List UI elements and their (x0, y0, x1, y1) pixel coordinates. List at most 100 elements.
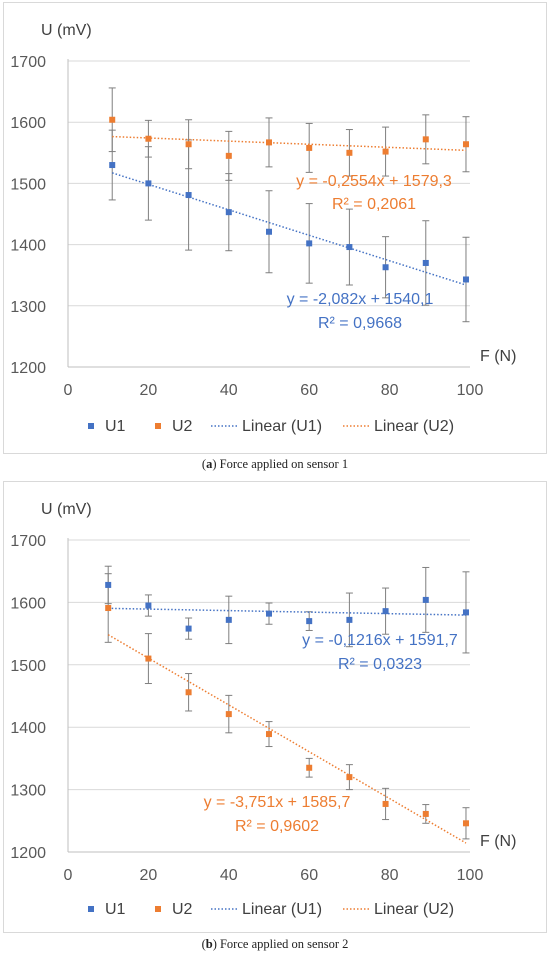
chart-a-point-u2 (346, 149, 353, 156)
chart-a-point-u1 (462, 276, 469, 283)
chart-b-x-tick-label: 100 (457, 867, 484, 884)
chart-a-legend-label-u1: U1 (105, 418, 126, 435)
chart-a-point-u1 (266, 228, 272, 235)
chart-b-legend-marker-u2 (155, 906, 161, 912)
chart-a-point-u1 (185, 192, 192, 199)
chart-b-point-u1 (382, 608, 389, 615)
chart-a-point-u1 (422, 259, 429, 266)
chart-a-point-u2 (185, 141, 192, 148)
chart-a-point-u2 (306, 144, 313, 151)
chart-b-point-u2 (422, 810, 429, 817)
chart-a-x-axis-title: F (N) (480, 348, 516, 365)
chart-b-legend-label-u2: U2 (172, 901, 193, 918)
chart-b-y-tick-label: 1500 (10, 658, 46, 675)
chart-b-trend-equation-1: y = -0,1216x + 1591,7 (302, 632, 458, 649)
chart-a-y-tick-label: 1300 (10, 299, 46, 316)
chart-b-y-tick-label: 1200 (10, 845, 46, 862)
chart-b-trendline-2 (107, 634, 467, 844)
chart-b-legend-label-u1: U1 (105, 901, 126, 918)
caption-b-label: b (205, 937, 213, 951)
chart-b-trend-equation-2: y = -3,751x + 1585,7 (204, 794, 351, 811)
chart-b-x-tick-label: 80 (381, 867, 399, 884)
caption-b: (b) Force applied on sensor 2 (201, 937, 349, 951)
chart-a-point-u1 (346, 244, 353, 251)
chart-b-point-u2 (382, 800, 389, 807)
chart-b-trend-r2-1: R² = 0,0323 (338, 656, 422, 673)
chart-a-trendline-1 (111, 172, 467, 286)
chart-b-point-u2 (306, 764, 313, 771)
chart-a-trend-r2-2: R² = 0,2061 (332, 196, 416, 213)
chart-a-x-tick-label: 0 (64, 382, 73, 399)
chart-b-point-u2 (346, 774, 353, 781)
chart-a-legend-label-u2: U2 (172, 418, 193, 435)
chart-a-point-u2 (462, 141, 469, 148)
chart-b-trendline-1 (108, 607, 466, 616)
chart-b-point-u1 (105, 581, 112, 588)
chart-a-point-u2 (225, 152, 232, 159)
chart-a-legend-label-trend-2: Linear (U2) (374, 418, 454, 435)
chart-a-y-tick-label: 1500 (10, 176, 46, 193)
chart-b-svg: 1200 1300 1400 1500 1600 1700 0 20 40 60 80 100 U (m… (10, 501, 516, 918)
chart-b-point-u1 (306, 618, 313, 625)
chart-b-point-u2 (266, 731, 272, 738)
chart-panel-b: 1200 1300 1400 1500 1600 1700 0 20 40 60 80 100 U (m… (3, 481, 547, 933)
chart-b-legend-label-trend-1: Linear (U1) (242, 901, 322, 918)
chart-a-point-u1 (382, 264, 389, 271)
chart-a-point-u1 (145, 180, 152, 187)
chart-a-point-u2 (422, 136, 429, 143)
chart-panel-a: 1200 1300 1400 1500 1600 1700 0 20 40 60 80 100 U (m… (3, 2, 547, 454)
chart-b-point-u2 (145, 655, 152, 662)
chart-b-x-tick-label: 20 (140, 867, 158, 884)
chart-a-y-tick-label: 1600 (10, 115, 46, 132)
chart-b-y-axis-title: U (mV) (41, 501, 92, 518)
chart-b-point-u1 (462, 609, 469, 616)
chart-a-x-tick-label: 100 (457, 382, 484, 399)
chart-a-x-tick-label: 60 (300, 382, 318, 399)
chart-a-point-u1 (109, 162, 116, 169)
chart-a-trend-equation-1: y = -2,082x + 1540,1 (287, 291, 434, 308)
chart-b-point-u1 (225, 616, 232, 623)
chart-a-trend-r2-1: R² = 0,9668 (318, 315, 402, 332)
chart-b-point-u1 (185, 625, 192, 632)
chart-b-y-tick-label: 1600 (10, 595, 46, 612)
chart-a-x-tick-label: 40 (220, 382, 238, 399)
chart-a-x-tick-label: 20 (140, 382, 158, 399)
chart-b-y-tick-label: 1400 (10, 720, 46, 737)
chart-a-y-tick-label: 1700 (10, 54, 46, 71)
chart-b-point-u2 (225, 711, 232, 718)
chart-b-point-u2 (462, 820, 469, 827)
chart-b-x-axis-title: F (N) (480, 833, 516, 850)
chart-b-legend-label-trend-2: Linear (U2) (374, 901, 454, 918)
caption-a-label: a (206, 457, 213, 471)
chart-a-point-u2 (266, 139, 272, 146)
chart-a-point-u1 (225, 209, 232, 216)
chart-a-y-tick-label: 1400 (10, 238, 46, 255)
chart-a-y-axis-title: U (mV) (41, 22, 92, 39)
chart-a-point-u1 (306, 240, 313, 247)
chart-b-point-u1 (422, 596, 429, 603)
caption-a: (a) Force applied on sensor 1 (201, 457, 349, 471)
chart-a-legend-marker-u1 (88, 423, 94, 429)
caption-b-text: Force applied on sensor 2 (219, 937, 349, 951)
chart-b-x-tick-label: 0 (64, 867, 73, 884)
chart-a-trendline-2 (112, 135, 467, 152)
chart-a-y-tick-label: 1200 (10, 360, 46, 377)
chart-a-point-u2 (382, 148, 389, 155)
chart-b-x-tick-label: 60 (300, 867, 318, 884)
chart-b-legend-marker-u1 (88, 906, 94, 912)
chart-a-x-tick-label: 80 (381, 382, 399, 399)
caption-a-text: Force applied on sensor 1 (219, 457, 349, 471)
chart-b-y-tick-label: 1700 (10, 533, 46, 550)
chart-b-point-u1 (346, 616, 353, 623)
chart-a-point-u2 (145, 135, 152, 142)
chart-a-point-u2 (109, 116, 116, 123)
chart-b-point-u2 (185, 689, 192, 696)
chart-b-point-u1 (145, 602, 152, 609)
chart-a-trend-equation-2: y = -0,2554x + 1579,3 (296, 173, 452, 190)
chart-a-svg: 1200 1300 1400 1500 1600 1700 0 20 40 60 80 100 U (m… (10, 22, 516, 435)
chart-a-legend-marker-u2 (155, 423, 161, 429)
chart-b-point-u1 (266, 610, 272, 617)
chart-b-x-tick-label: 40 (220, 867, 238, 884)
chart-b-trend-r2-2: R² = 0,9602 (235, 818, 319, 835)
chart-a-legend-label-trend-1: Linear (U1) (242, 418, 322, 435)
